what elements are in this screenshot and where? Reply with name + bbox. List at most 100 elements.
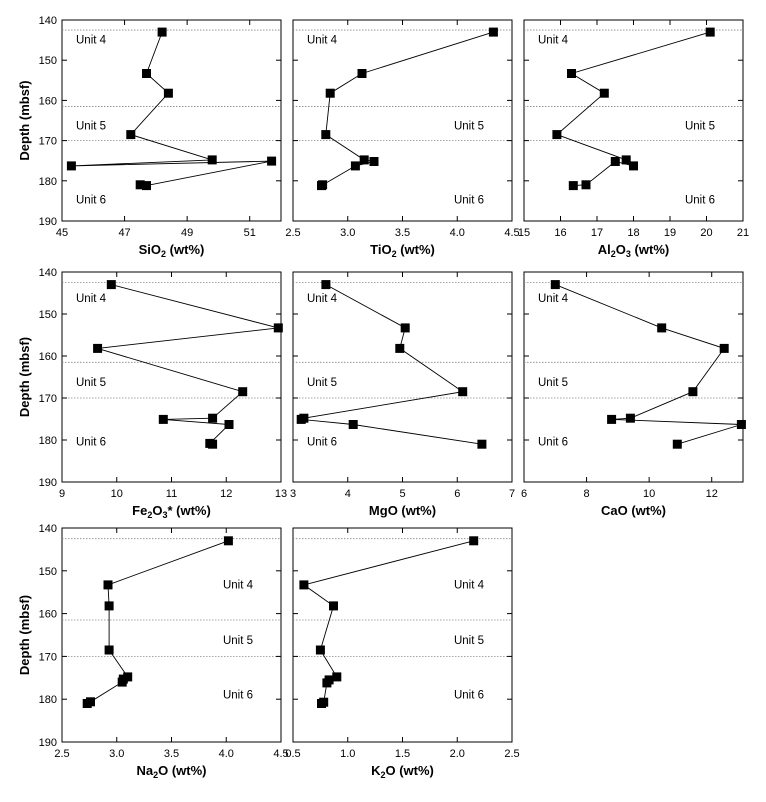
y-tick-label: 150 — [39, 566, 57, 578]
y-tick-label: 170 — [39, 393, 57, 405]
y-tick-label: 150 — [39, 309, 57, 321]
data-point — [317, 699, 326, 708]
data-point — [322, 678, 332, 688]
data-point — [567, 69, 576, 78]
y-axis-title: Depth (mbsf) — [17, 595, 32, 675]
x-tick-label: 4.5 — [273, 748, 288, 760]
data-point — [142, 181, 151, 191]
panel-5: 3 4 5 6 7 MgO (wt%) Unit 4 Unit 5 Unit 6 — [290, 271, 515, 518]
data-point — [318, 180, 328, 190]
x-tick-label: 12 — [706, 488, 718, 500]
y-tick-label: 140 — [39, 267, 57, 279]
unit-label: Unit 6 — [454, 689, 484, 701]
y-tick-label: 170 — [39, 651, 57, 663]
data-point — [568, 181, 578, 191]
y-tick-label: 190 — [39, 737, 57, 749]
data-point — [332, 672, 342, 682]
x-tick-label: 0.5 — [285, 748, 300, 760]
panel-2: 2.5 3.0 3.5 4.0 4.5 TiO2 (wt%) Unit 4 Unit 5 Uni… — [285, 19, 520, 259]
data-point — [610, 157, 620, 166]
data-point — [157, 27, 167, 37]
y-tick-label: 160 — [39, 351, 57, 363]
plot-frame — [523, 271, 744, 483]
data-point — [400, 323, 410, 333]
unit-label: Unit 6 — [76, 194, 106, 206]
x-axis-title: K2O (wt%) — [371, 763, 434, 780]
unit-label: Unit 4 — [454, 579, 485, 591]
data-point — [135, 180, 145, 190]
x-tick-label: 11 — [166, 488, 177, 500]
x-tick-label: 49 — [181, 227, 193, 239]
series-line — [86, 540, 229, 704]
x-tick-label: 2.5 — [285, 227, 300, 239]
data-point — [629, 161, 638, 171]
data-point — [273, 323, 283, 333]
unit-label: Unit 4 — [538, 34, 569, 46]
x-tick-label: 6 — [454, 488, 460, 500]
x-tick-label: 19 — [664, 227, 676, 239]
data-point — [208, 439, 218, 449]
data-point — [106, 280, 116, 290]
y-axis-title: Depth (mbsf) — [17, 80, 32, 160]
data-point — [299, 580, 309, 590]
data-point — [142, 69, 151, 78]
data-point — [657, 323, 667, 333]
y-tick-label: 140 — [39, 15, 57, 27]
x-tick-label: 21 — [737, 227, 749, 239]
x-tick-label: 16 — [554, 227, 566, 239]
unit-label: Unit 6 — [307, 437, 337, 449]
y-axis-title: Depth (mbsf) — [17, 337, 32, 417]
x-axis-title: CaO (wt%) — [601, 503, 666, 518]
data-point — [296, 414, 306, 424]
data-point — [163, 88, 173, 98]
data-point — [66, 161, 76, 171]
panel-6: 6 8 10 12 CaO (wt%) Unit 4 Unit 5 Unit 6 — [521, 271, 746, 518]
data-point — [158, 414, 168, 424]
x-tick-label: 45 — [56, 227, 68, 239]
data-point — [315, 645, 325, 655]
unit-label: Unit 5 — [454, 120, 484, 132]
x-axis-title: Fe2O3* (wt%) — [132, 503, 211, 520]
unit-label: Unit 4 — [76, 293, 107, 305]
data-point — [329, 601, 338, 611]
x-tick-label: 3.0 — [340, 227, 355, 239]
unit-label: Unit 5 — [538, 377, 568, 389]
data-point — [103, 580, 113, 590]
unit-label: Unit 6 — [223, 689, 253, 701]
x-tick-label: 47 — [118, 227, 130, 239]
x-axis-title: MgO (wt%) — [369, 503, 436, 518]
x-tick-label: 4.5 — [504, 227, 519, 239]
data-point — [104, 645, 114, 655]
data-point — [672, 439, 682, 449]
x-tick-label: 17 — [591, 227, 603, 239]
data-point — [719, 343, 729, 353]
y-tick-label: 160 — [39, 609, 57, 621]
y-tick-label: 180 — [39, 176, 57, 188]
unit-label: Unit 6 — [454, 194, 484, 206]
data-point — [458, 387, 468, 397]
data-point — [705, 27, 715, 37]
data-point — [369, 157, 379, 166]
x-tick-label: 2.5 — [504, 748, 519, 760]
data-point — [207, 155, 217, 165]
data-point — [552, 130, 562, 140]
x-axis-title: Al2O3 (wt%) — [598, 242, 669, 259]
unit-label: Unit 6 — [538, 437, 568, 449]
data-point — [736, 420, 746, 429]
x-tick-label: 9 — [59, 488, 65, 500]
x-tick-label: 5 — [399, 488, 405, 500]
data-point — [469, 536, 479, 546]
unit-label: Unit 5 — [76, 377, 106, 389]
x-tick-label: 13 — [275, 488, 287, 500]
data-point — [625, 413, 635, 423]
data-point — [599, 88, 609, 98]
series-line — [97, 284, 279, 445]
x-tick-label: 10 — [643, 488, 655, 500]
x-tick-label: 3.5 — [164, 748, 179, 760]
series-line — [321, 31, 494, 186]
x-tick-label: 4.0 — [219, 748, 234, 760]
panel-3: 15 16 17 18 19 20 21 Al2O3 (wt%) Unit 4 Unit 5 Uni… — [518, 19, 749, 259]
data-point — [581, 180, 591, 190]
x-tick-label: 4 — [345, 488, 351, 500]
